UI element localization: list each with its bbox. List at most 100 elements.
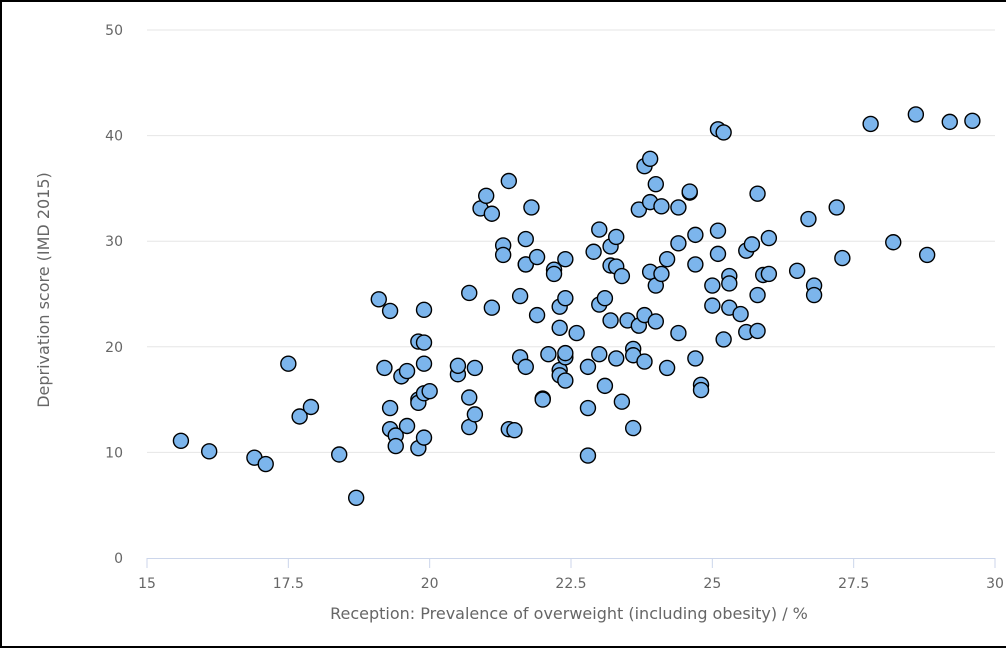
data-point bbox=[918, 246, 936, 264]
data-point bbox=[624, 419, 642, 437]
data-point bbox=[585, 243, 602, 260]
data-point bbox=[670, 235, 687, 252]
data-point bbox=[602, 312, 619, 329]
data-point bbox=[415, 429, 433, 446]
data-point bbox=[398, 362, 416, 380]
data-point bbox=[528, 306, 546, 324]
data-point bbox=[551, 319, 568, 336]
data-points bbox=[172, 106, 981, 507]
data-point bbox=[964, 112, 981, 130]
data-point bbox=[715, 331, 732, 348]
x-axis-title: Reception: Prevalence of overweight (inc… bbox=[330, 604, 808, 623]
data-point bbox=[511, 287, 529, 305]
data-point bbox=[670, 324, 687, 342]
data-point bbox=[347, 489, 365, 507]
data-point bbox=[545, 265, 563, 283]
data-point bbox=[760, 229, 778, 247]
data-point bbox=[788, 262, 806, 279]
data-point bbox=[608, 228, 625, 246]
data-point bbox=[579, 358, 597, 376]
data-point bbox=[687, 256, 704, 273]
y-axis-ticks: 0 10 20 30 40 50 bbox=[105, 23, 123, 567]
data-point bbox=[907, 106, 925, 123]
data-point bbox=[483, 205, 501, 222]
data-point bbox=[658, 359, 676, 377]
data-point bbox=[721, 275, 738, 292]
x-tick-label: 27.5 bbox=[838, 576, 869, 592]
data-point bbox=[523, 199, 540, 216]
data-point bbox=[828, 199, 845, 216]
data-point bbox=[636, 353, 653, 370]
data-point bbox=[494, 246, 512, 264]
data-point bbox=[517, 256, 534, 273]
data-point bbox=[557, 290, 574, 307]
data-point bbox=[466, 359, 484, 377]
y-tick-label: 20 bbox=[105, 340, 123, 356]
data-point bbox=[709, 222, 727, 239]
y-axis-title: Deprivation score (IMD 2015) bbox=[34, 172, 53, 408]
data-point bbox=[687, 350, 704, 367]
data-point bbox=[653, 265, 670, 283]
data-point bbox=[557, 250, 574, 268]
x-tick-label: 17.5 bbox=[273, 576, 304, 592]
data-point bbox=[483, 299, 501, 316]
grid-lines bbox=[147, 29, 995, 453]
data-point bbox=[760, 265, 778, 283]
y-tick-label: 10 bbox=[105, 445, 123, 461]
data-point bbox=[653, 198, 670, 215]
data-point bbox=[381, 302, 399, 320]
y-tick-label: 50 bbox=[105, 23, 123, 39]
x-tick-label: 22.5 bbox=[555, 576, 586, 592]
data-point bbox=[466, 406, 484, 423]
y-tick-label: 0 bbox=[114, 551, 123, 567]
data-point bbox=[704, 297, 721, 314]
data-point bbox=[540, 345, 557, 363]
data-point bbox=[613, 393, 631, 410]
data-point bbox=[885, 234, 902, 251]
data-point bbox=[613, 267, 631, 285]
data-point bbox=[704, 277, 721, 294]
data-point bbox=[596, 377, 614, 395]
x-tick-label: 25 bbox=[703, 576, 721, 592]
data-point bbox=[732, 305, 749, 323]
data-point bbox=[687, 226, 704, 244]
data-point bbox=[715, 124, 732, 141]
data-point bbox=[421, 382, 438, 400]
data-point bbox=[941, 113, 958, 131]
data-point bbox=[449, 357, 467, 375]
x-axis-ticks: 15 17.5 20 22.5 25 27.5 30 bbox=[138, 558, 1004, 592]
data-point bbox=[579, 399, 597, 417]
data-point bbox=[331, 446, 348, 463]
data-point bbox=[641, 150, 659, 168]
data-point bbox=[568, 324, 585, 342]
data-point bbox=[461, 389, 478, 406]
y-tick-label: 30 bbox=[105, 234, 123, 250]
data-point bbox=[302, 398, 320, 416]
data-point bbox=[291, 408, 308, 425]
data-point bbox=[579, 447, 597, 464]
data-point bbox=[280, 355, 297, 372]
data-point bbox=[517, 230, 534, 248]
data-point bbox=[596, 290, 614, 307]
data-point bbox=[506, 422, 523, 439]
data-point bbox=[557, 344, 574, 362]
data-point bbox=[376, 359, 393, 377]
data-point bbox=[534, 391, 551, 408]
data-point bbox=[557, 372, 574, 389]
data-point bbox=[591, 221, 608, 238]
data-point bbox=[415, 355, 433, 372]
data-point bbox=[517, 358, 534, 376]
data-point bbox=[608, 350, 625, 367]
data-point bbox=[461, 284, 478, 302]
x-tick-label: 15 bbox=[138, 576, 156, 592]
y-tick-label: 40 bbox=[105, 129, 123, 145]
x-tick-label: 20 bbox=[421, 576, 439, 592]
data-point bbox=[415, 301, 433, 319]
data-point bbox=[658, 250, 676, 268]
data-point bbox=[647, 313, 664, 330]
data-point bbox=[500, 172, 518, 190]
data-point bbox=[749, 286, 766, 304]
data-point bbox=[681, 183, 698, 200]
